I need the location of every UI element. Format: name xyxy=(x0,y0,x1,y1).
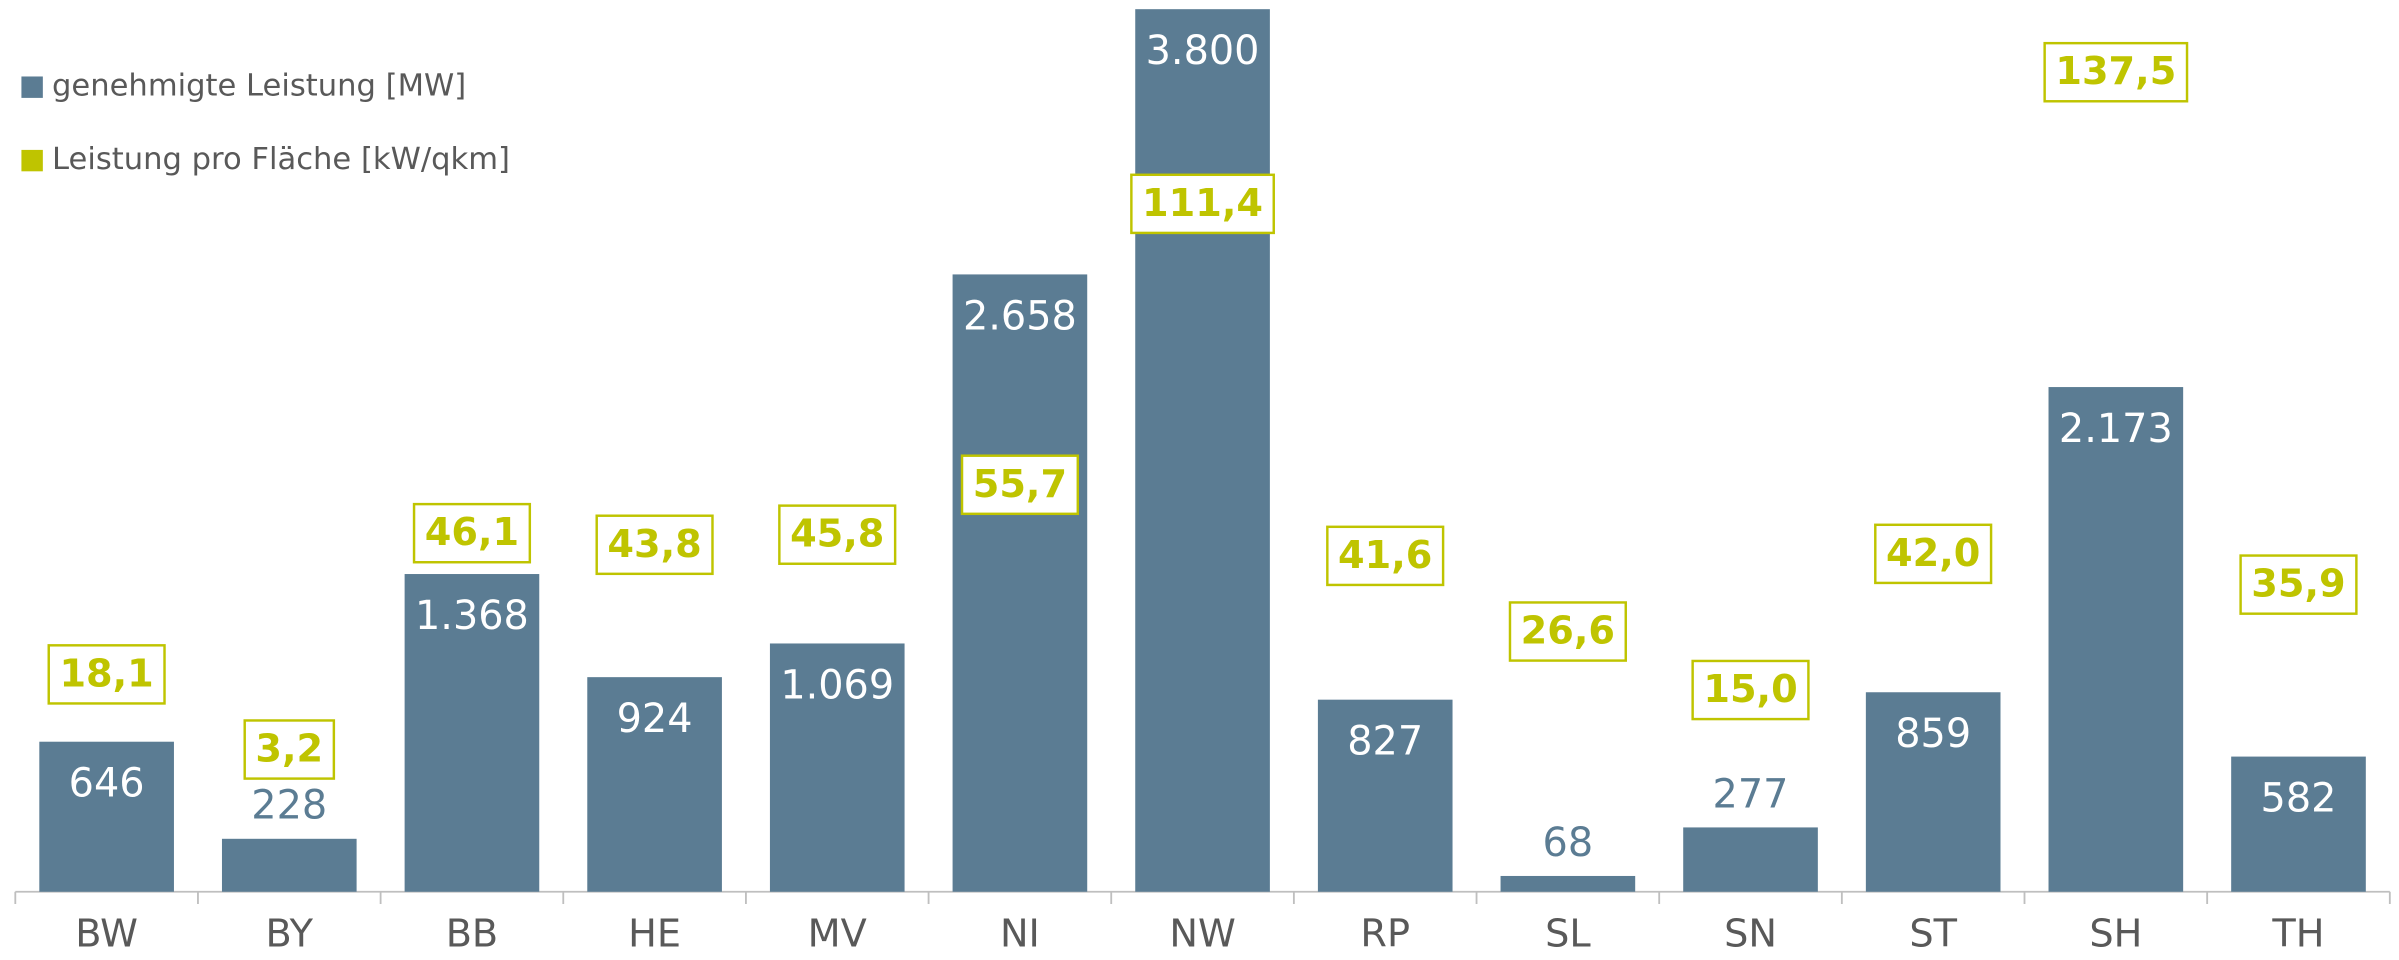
x-tick-label: SL xyxy=(1545,913,1591,956)
density-label: 41,6 xyxy=(1338,534,1432,578)
density-label-box xyxy=(778,504,897,565)
x-tick-label: BW xyxy=(75,913,138,956)
density-label-box xyxy=(1691,659,1810,721)
density-label-box xyxy=(412,502,532,564)
bar xyxy=(39,741,174,892)
density-label: 42,0 xyxy=(1886,532,1980,576)
density-label: 111,4 xyxy=(1142,182,1263,226)
bar-value-label: 859 xyxy=(1895,711,1971,757)
x-tick-label: SN xyxy=(1724,913,1777,956)
legend-swatch xyxy=(21,76,43,98)
bar-value-label: 646 xyxy=(69,761,145,807)
density-label: 18,1 xyxy=(59,652,153,696)
legend-label: genehmigte Leistung [MW] xyxy=(52,69,466,104)
bar xyxy=(1865,692,2001,892)
x-tick-label: ST xyxy=(1909,913,1957,956)
bar-value-label: 1.368 xyxy=(415,593,529,639)
density-label: 137,5 xyxy=(2055,50,2176,94)
bar xyxy=(2048,387,2184,892)
density-label-box xyxy=(595,514,714,576)
density-label: 15,0 xyxy=(1703,668,1797,712)
bar-value-label: 277 xyxy=(1713,771,1789,817)
density-label-box xyxy=(1326,525,1445,587)
bar-value-label: 3.800 xyxy=(1146,28,1260,74)
density-label: 26,6 xyxy=(1521,610,1615,654)
density-label-box xyxy=(1130,173,1275,235)
bar xyxy=(1683,827,1818,892)
density-label-box xyxy=(47,644,166,705)
x-tick-label: MV xyxy=(808,913,867,956)
x-tick-label: TH xyxy=(2271,913,2324,956)
bar-value-label: 2.173 xyxy=(2059,406,2173,452)
x-tick-label: NI xyxy=(1000,913,1040,956)
x-tick-label: BY xyxy=(266,913,314,956)
density-label-box xyxy=(1874,523,1993,585)
bar xyxy=(587,677,722,892)
density-label-box xyxy=(960,454,1080,516)
density-label: 55,7 xyxy=(973,463,1067,507)
bar xyxy=(2231,756,2366,892)
density-label: 3,2 xyxy=(255,728,323,772)
bar xyxy=(769,643,905,892)
x-tick-label: NW xyxy=(1169,913,1235,956)
density-label-box xyxy=(2239,554,2358,615)
x-tick-label: RP xyxy=(1360,913,1410,956)
x-tick-label: BB xyxy=(446,913,498,956)
bar xyxy=(952,274,1088,892)
bar-value-label: 228 xyxy=(251,783,327,829)
density-label: 35,9 xyxy=(2251,563,2345,607)
density-label-box xyxy=(2043,41,2189,103)
bar-value-label: 827 xyxy=(1347,719,1423,765)
bar-value-label: 2.658 xyxy=(963,293,1077,339)
density-label: 43,8 xyxy=(607,523,701,567)
legend-swatch xyxy=(21,149,43,172)
density-label-box xyxy=(1508,601,1627,662)
density-label: 46,1 xyxy=(425,511,519,555)
bar-value-label: 68 xyxy=(1543,820,1594,866)
x-tick-label: HE xyxy=(628,913,681,956)
x-tick-label: SH xyxy=(2089,913,2142,956)
legend-label: Leistung pro Fläche [kW/qkm] xyxy=(52,142,510,177)
density-label-box xyxy=(243,719,336,780)
bar-value-label: 924 xyxy=(617,696,693,742)
density-label: 45,8 xyxy=(790,513,884,557)
bar xyxy=(1500,875,1636,892)
bar xyxy=(1317,699,1453,892)
bar-value-label: 582 xyxy=(2261,775,2337,821)
bar xyxy=(1135,9,1270,892)
bar xyxy=(404,574,540,892)
bar-value-label: 1.069 xyxy=(780,662,894,708)
bar xyxy=(221,838,357,892)
